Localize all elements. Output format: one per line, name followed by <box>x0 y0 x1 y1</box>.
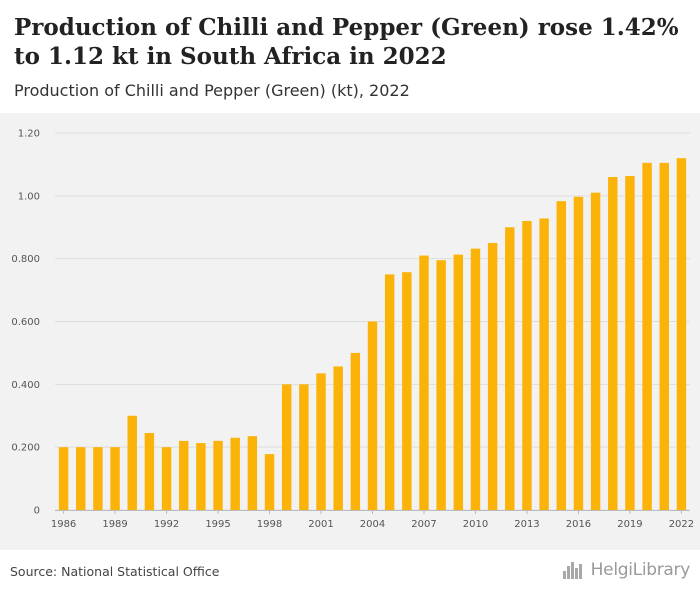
y-axis-labels: 0 0.200 0.400 0.600 0.800 1.00 1.20 <box>11 129 40 517</box>
bar-1995 <box>213 440 223 510</box>
x-tick-label: 1986 <box>51 519 76 530</box>
x-tick-label: 2016 <box>566 519 591 530</box>
bar-2009 <box>453 254 464 510</box>
x-tick-label: 1998 <box>257 519 282 530</box>
bar-2003 <box>350 352 361 510</box>
bar-2015 <box>556 201 567 510</box>
bar-1991 <box>144 433 155 510</box>
bar-1986 <box>58 447 69 510</box>
y-tick-label: 1.20 <box>18 129 40 140</box>
bar-2000 <box>299 384 309 510</box>
bar-1996 <box>230 437 240 510</box>
x-tick-label: 2022 <box>669 519 694 530</box>
bar-2018 <box>608 176 618 510</box>
helgilibrary-logo: HelgiLibrary <box>562 560 691 580</box>
bar-2008 <box>436 260 446 510</box>
bar-1992 <box>161 447 172 510</box>
chart-title: Production of Chilli and Pepper (Green) … <box>14 14 679 70</box>
bar-1988 <box>93 447 103 510</box>
bar-1997 <box>247 436 258 510</box>
library-icon <box>562 561 585 579</box>
bar-1987 <box>76 447 86 510</box>
bars <box>58 158 687 511</box>
x-tick-label: 2019 <box>617 519 642 530</box>
bar-2011 <box>487 242 498 511</box>
bar-2013 <box>522 220 532 510</box>
bar-1989 <box>110 447 120 510</box>
x-tick-label: 1992 <box>154 519 179 530</box>
bar-2005 <box>384 274 395 510</box>
bar-2006 <box>402 272 412 510</box>
logo-text: HelgiLibrary <box>590 560 691 580</box>
bar-1990 <box>127 415 137 510</box>
chart-subtitle: Production of Chilli and Pepper (Green) … <box>14 81 410 100</box>
bar-2007 <box>419 255 429 510</box>
bar-2012 <box>505 227 515 510</box>
bar-1998 <box>264 454 275 510</box>
bar-2017 <box>590 192 601 511</box>
chart-footer <box>0 550 700 596</box>
y-tick-label: 0 <box>34 506 40 517</box>
x-tick-label: 2010 <box>463 519 488 530</box>
y-tick-label: 0.200 <box>11 443 40 454</box>
x-axis-labels: 1986 1989 1992 1995 1998 2001 2004 2007 2010 2013… <box>51 510 694 530</box>
bar-2019 <box>625 176 635 510</box>
source-note: Source: National Statistical Office <box>10 564 220 579</box>
x-tick-label: 2007 <box>411 519 436 530</box>
bar-2016 <box>573 196 584 511</box>
bar-2021 <box>659 162 669 510</box>
bar-2020 <box>642 162 652 510</box>
bar-2010 <box>470 248 481 510</box>
y-tick-label: 1.00 <box>18 191 40 202</box>
x-tick-label: 2004 <box>360 519 385 530</box>
bar-1999 <box>281 384 292 510</box>
bar-1993 <box>178 440 189 510</box>
chart-header: Production of Chilli and Pepper (Green) … <box>0 0 700 113</box>
x-tick-label: 2013 <box>514 519 539 530</box>
y-tick-label: 0.400 <box>11 380 40 391</box>
y-tick-label: 0.800 <box>11 254 40 265</box>
bar-2022 <box>676 158 687 510</box>
bar-2014 <box>539 218 549 510</box>
bar-2004 <box>367 321 378 510</box>
x-tick-label: 1989 <box>102 519 127 530</box>
y-tick-label: 0.600 <box>11 317 40 328</box>
x-tick-label: 1995 <box>205 519 230 530</box>
bar-2002 <box>333 366 343 510</box>
bar-2001 <box>316 373 326 510</box>
x-tick-label: 2001 <box>308 519 333 530</box>
bar-1994 <box>196 443 206 510</box>
